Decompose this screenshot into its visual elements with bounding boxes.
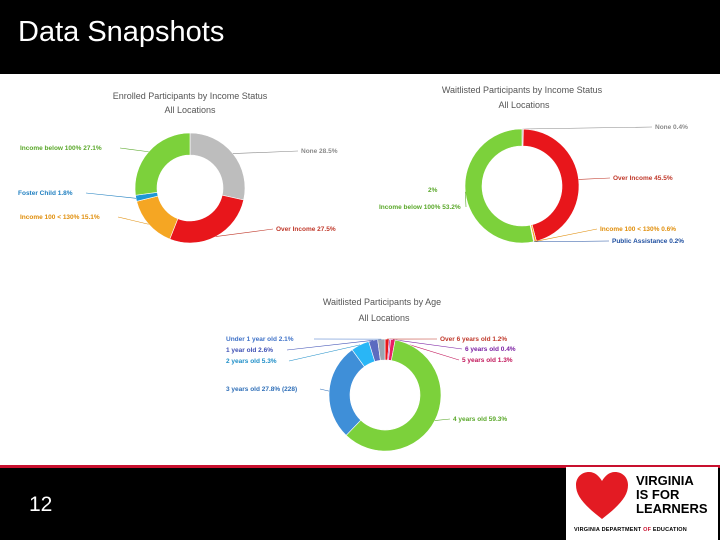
chart-waitlisted-income: Waitlisted Participants by Income Status… — [379, 85, 688, 245]
leader-line — [85, 192, 137, 199]
leader-line — [522, 126, 653, 130]
slice-income-below-100- — [134, 132, 191, 196]
leader-line — [434, 418, 451, 421]
data-label: Income below 100% 27.1% — [20, 145, 102, 152]
leader-line — [232, 150, 299, 154]
data-label: Over Income 45.5% — [613, 175, 673, 182]
logo-subtitle: VIRGINIA DEPARTMENT OF EDUCATION — [574, 527, 687, 533]
charts-area: Enrolled Participants by Income Status A… — [18, 85, 688, 452]
logo-sub-of: OF — [643, 527, 652, 533]
data-label: None 0.4% — [655, 124, 688, 131]
logo-line-3: LEARNERS — [636, 501, 708, 516]
leader-line — [389, 338, 463, 350]
leader-line — [533, 240, 610, 243]
slide-header: Data Snapshots — [0, 0, 720, 74]
data-label: None 28.5% — [301, 148, 338, 155]
logo-line-1: VIRGINIA — [636, 473, 694, 488]
leader-line — [119, 147, 149, 153]
slice-none — [189, 132, 246, 201]
data-label: 6 years old 0.4% — [465, 346, 516, 353]
heart-icon — [576, 472, 628, 519]
leader-line — [319, 388, 330, 392]
slice-income-100-130- — [136, 195, 179, 240]
chart-waitlisted-age: Waitlisted Participants by Age All Locat… — [226, 297, 516, 452]
data-label: 3 years old 27.8% (228) — [226, 386, 297, 393]
chart-subtitle: All Locations — [164, 105, 216, 115]
leader-line — [535, 228, 598, 242]
logo-line-2: IS FOR — [636, 487, 680, 502]
data-label: Income 100 < 130% 15.1% — [20, 214, 100, 221]
donut-waitlisted-income: None 0.4% Over Income 45.5% Income 100 < 1… — [379, 124, 688, 245]
logo-wordmark: VIRGINIA IS FOR LEARNERS — [636, 474, 708, 516]
donut-waitlisted-age: Over 6 years old 1.2% 6 years old 0.4% 5 y… — [226, 336, 516, 452]
slide-title: Data Snapshots — [18, 16, 225, 48]
slice-income-below-100- — [464, 128, 534, 244]
chart-subtitle: All Locations — [358, 313, 410, 323]
logo-sub-before: VIRGINIA DEPARTMENT — [574, 527, 644, 533]
data-label: 2 years old 5.3% — [226, 358, 277, 365]
data-label: 1 year old 2.6% — [226, 347, 273, 354]
data-label: 4 years old 59.3% — [453, 416, 507, 423]
donut-enrolled-income: None 28.5% Over Income 27.5% Income 100 < … — [18, 132, 338, 244]
chart-title: Waitlisted Participants by Income Status — [442, 85, 603, 95]
data-label: Over 6 years old 1.2% — [440, 336, 507, 343]
leader-line — [215, 228, 274, 237]
leader-line — [288, 344, 361, 362]
chart-title: Enrolled Participants by Income Status — [113, 91, 268, 101]
data-label: 5 years old 1.3% — [462, 357, 513, 364]
slice-over-income — [169, 194, 245, 244]
leader-line — [578, 177, 611, 180]
logo-sub-after: EDUCATION — [651, 527, 687, 533]
data-label: Income below 100% 53.2% — [379, 204, 461, 211]
data-label: Foster Child 1.8% — [18, 190, 73, 197]
data-label: Over Income 27.5% — [276, 226, 336, 233]
footer-divider — [0, 465, 720, 468]
extra-label: 2% — [428, 187, 438, 194]
chart-enrolled-income: Enrolled Participants by Income Status A… — [18, 91, 338, 244]
chart-title: Waitlisted Participants by Age — [323, 297, 441, 307]
slice-over-income — [522, 128, 580, 242]
page-number: 12 — [29, 493, 53, 516]
data-label: Income 100 < 130% 0.6% — [600, 226, 676, 233]
leader-line — [117, 216, 149, 225]
slice-4-years-old — [345, 339, 442, 452]
leader-line — [286, 339, 374, 351]
data-label: Under 1 year old 2.1% — [226, 336, 294, 343]
chart-subtitle: All Locations — [498, 100, 550, 110]
data-label: Public Assistance 0.2% — [612, 238, 684, 245]
slide-body — [0, 74, 720, 465]
leader-line — [464, 191, 467, 208]
virginia-doe-logo: VIRGINIA IS FOR LEARNERS VIRGINIA DEPART… — [566, 467, 718, 540]
